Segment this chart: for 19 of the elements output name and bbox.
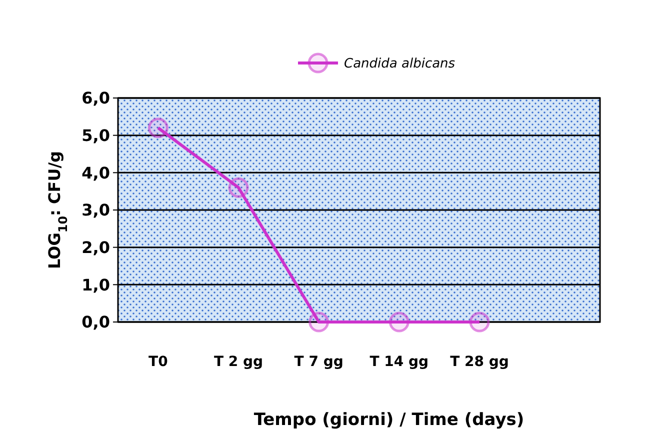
- x-tick-label: T 28 gg: [450, 354, 509, 370]
- x-tick-label: T 2 gg: [214, 354, 264, 370]
- y-tick-label: 0,0: [82, 312, 110, 332]
- y-tick-label: 1,0: [82, 275, 110, 294]
- x-tick-label: T 14 gg: [370, 354, 429, 370]
- x-tick-label: T0: [148, 354, 168, 370]
- point: [228, 177, 249, 198]
- y-tick-label: 5,0: [82, 126, 110, 145]
- point: [308, 312, 330, 332]
- x-axis-title: Tempo (giorni) / Time (days): [254, 410, 524, 430]
- point: [388, 312, 410, 332]
- point: [148, 118, 168, 138]
- point: [469, 312, 490, 332]
- y-tick-label: 6,0: [82, 88, 110, 108]
- y-tick-label: 3,0: [82, 200, 110, 220]
- y-tick-label: 4,0: [82, 163, 110, 182]
- legend-label: Candida albicans: [344, 56, 456, 72]
- y-tick-label: 2,0: [82, 238, 110, 257]
- x-tick-label: T 7 gg: [294, 354, 344, 370]
